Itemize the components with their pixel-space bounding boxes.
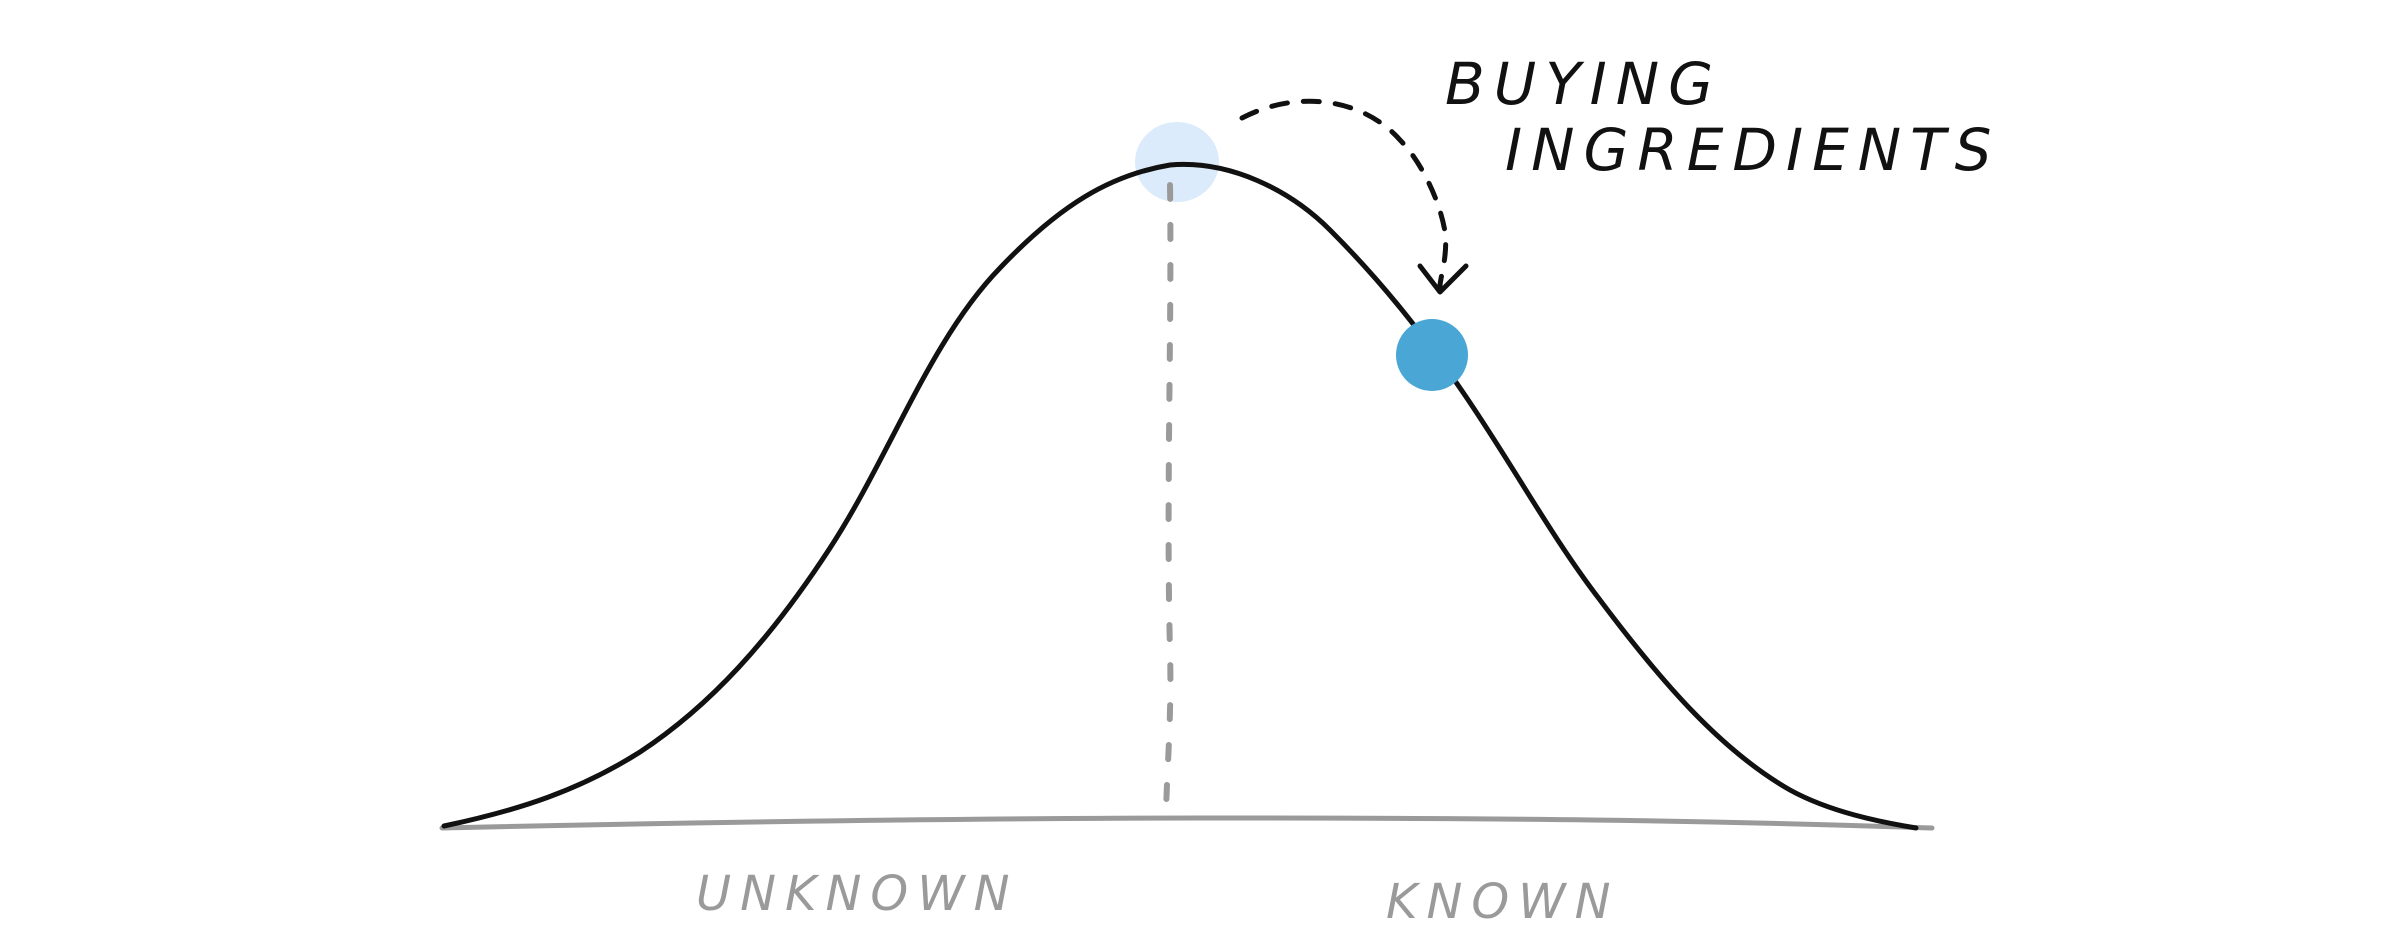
curved-dashed-arrow (1239, 98, 1449, 289)
position-marker (1396, 319, 1468, 391)
axis-label-known: KNOWN (1386, 874, 1620, 930)
axis-label-unknown: UNKNOWN (696, 866, 1019, 922)
annotation-line-1: BUYING (1445, 50, 1722, 118)
bell-curve (441, 161, 1919, 831)
peak-highlight (1135, 122, 1219, 202)
baseline-axis (439, 815, 1935, 831)
arrow-head-icon (1417, 263, 1469, 295)
annotation-line-2: INGREDIENTS (1505, 116, 2000, 184)
peak-dashed-line (1163, 182, 1174, 823)
